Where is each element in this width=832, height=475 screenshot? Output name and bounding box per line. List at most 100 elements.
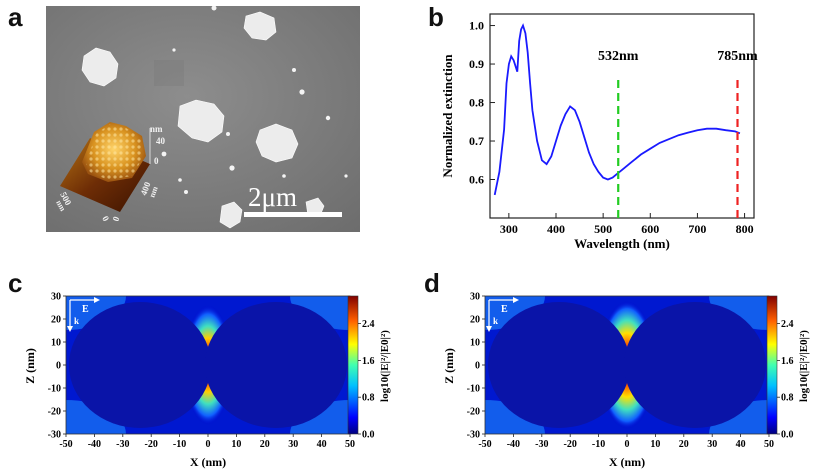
x-tick-label: 20: [679, 439, 689, 450]
particle-right: [624, 302, 766, 428]
colorbar-tick-label: 2.4: [362, 319, 375, 330]
x-tick-label: -40: [88, 439, 101, 450]
field-corner-glow: [290, 400, 350, 434]
nanoparticle-aggregate: [81, 47, 119, 87]
panel-label-a: a: [8, 2, 23, 32]
e-field-label: E: [501, 304, 508, 315]
field-corner-glow: [290, 296, 350, 330]
x-tick-label: -50: [59, 439, 72, 450]
x-tick-label: 50: [345, 439, 355, 450]
x-tick-label: 700: [688, 222, 706, 236]
panel-label-d: d: [424, 268, 440, 298]
colorbar-tick-label: 1.6: [781, 356, 794, 367]
afm-x-tick: 0: [100, 214, 111, 223]
panel-label-c: c: [8, 268, 23, 298]
y-tick-label: -10: [48, 384, 61, 395]
x-tick-label: 30: [288, 439, 298, 450]
colorbar-label: log10(|E|²/|E0|²): [379, 330, 391, 402]
y-tick-label: 20: [470, 315, 480, 326]
particle-right: [205, 302, 347, 428]
nanoparticle: [161, 151, 167, 157]
k-arrow-head-icon: [486, 326, 492, 332]
scale-bar: [244, 212, 342, 217]
panel-label-b: b: [428, 2, 444, 32]
y-tick-label: 0: [56, 361, 61, 372]
colorbar-tick-label: 0.8: [781, 393, 794, 404]
x-tick-label: -40: [507, 439, 520, 450]
y-axis-label: Z (nm): [442, 348, 456, 384]
x-tick-label: 500: [594, 222, 612, 236]
x-tick-label: 10: [650, 439, 660, 450]
x-tick-label: 40: [736, 439, 746, 450]
x-tick-label: 300: [500, 222, 518, 236]
nanoparticle: [282, 174, 286, 178]
colorbar-tick-label: 2.4: [781, 319, 794, 330]
k-arrow-head-icon: [67, 326, 73, 332]
y-tick-label: -10: [467, 384, 480, 395]
nanoparticle-aggregate: [177, 99, 225, 143]
y-tick-label: 30: [470, 292, 480, 303]
y-tick-label: 0: [475, 361, 480, 372]
field-map-d: -50 -40 -30 -20 -10 0 10 20 30 40 50 30 20 10 0 -10 -20 -…: [442, 292, 810, 470]
afm-z-tick: 0: [154, 156, 159, 166]
plot-frame: [489, 13, 755, 219]
y-tick-label: 30: [51, 292, 61, 303]
x-axis-label: X (nm): [609, 455, 645, 469]
afm-z-tick: 40: [156, 136, 166, 146]
nanoparticle: [292, 68, 296, 72]
y-tick-label: 0.9: [469, 57, 484, 71]
y-tick-label: 0.7: [469, 134, 484, 148]
afm-z-unit: nm: [150, 124, 163, 134]
x-tick-label: -10: [592, 439, 605, 450]
field-corner-glow: [66, 296, 126, 330]
y-tick-label: 20: [51, 315, 61, 326]
nanoparticle: [172, 48, 176, 52]
y-tick-label: 0.8: [469, 96, 484, 110]
nanoparticle: [184, 190, 188, 194]
afm-inset: nm 40 0 500 nm 0 400 nm 0: [54, 122, 166, 223]
extinction-spectrum-chart: 300 400 500 600 700 800 0.6 0.7 0.8 0.9 1.0 Wavele…: [440, 13, 758, 251]
x-tick-label: -10: [173, 439, 186, 450]
nanoparticle: [325, 115, 331, 121]
y-tick-label: -30: [467, 430, 480, 441]
colorbar: [347, 295, 359, 435]
x-tick-label: -20: [564, 439, 577, 450]
extinction-series-line: [493, 23, 741, 196]
nanoparticle-aggregate: [219, 201, 243, 229]
y-tick-label: 10: [470, 338, 480, 349]
afm-y-tick: 0: [110, 215, 121, 223]
nanoparticle: [299, 89, 305, 95]
x-tick-label: 400: [547, 222, 565, 236]
y-axis-label: Normalized extinction: [440, 54, 455, 178]
nanoparticle-aggregate: [255, 123, 299, 163]
x-tick-label: 20: [260, 439, 270, 450]
annotation-532nm-label: 532nm: [598, 49, 639, 64]
colorbar-tick-label: 1.6: [362, 356, 375, 367]
particle-left: [69, 302, 211, 428]
x-tick-label: -50: [478, 439, 491, 450]
annotation-785nm-label: 785nm: [717, 49, 758, 64]
x-tick-label: 30: [707, 439, 717, 450]
field-corner-glow: [485, 400, 545, 434]
e-field-label: E: [82, 304, 89, 315]
y-tick-label: -20: [48, 407, 61, 418]
y-tick-label: 1.0: [469, 19, 484, 33]
x-tick-label: 40: [317, 439, 327, 450]
sem-image: nm 40 0 500 nm 0 400 nm 0 2μm: [46, 6, 360, 232]
k-vector-label: k: [493, 316, 498, 326]
colorbar: [766, 295, 778, 435]
x-tick-label: -20: [145, 439, 158, 450]
afm-texture: [86, 124, 144, 180]
field-map-c: -50 -40 -30 -20 -10 0 10 20 30 40 50 30 20 10 0 -10 -20 -…: [23, 292, 391, 470]
colorbar-tick-label: 0.8: [362, 393, 375, 404]
sem-scan-artifact: [154, 60, 184, 86]
nanoparticle: [226, 132, 230, 136]
x-tick-label: 0: [625, 439, 630, 450]
colorbar-label: log10(|E|²/|E0|²): [798, 330, 810, 402]
nanoparticle: [229, 165, 235, 171]
particle-left: [488, 302, 630, 428]
x-tick-label: 50: [764, 439, 774, 450]
nanoparticle: [344, 174, 348, 178]
x-axis-label: X (nm): [190, 455, 226, 469]
k-vector-label: k: [74, 316, 79, 326]
